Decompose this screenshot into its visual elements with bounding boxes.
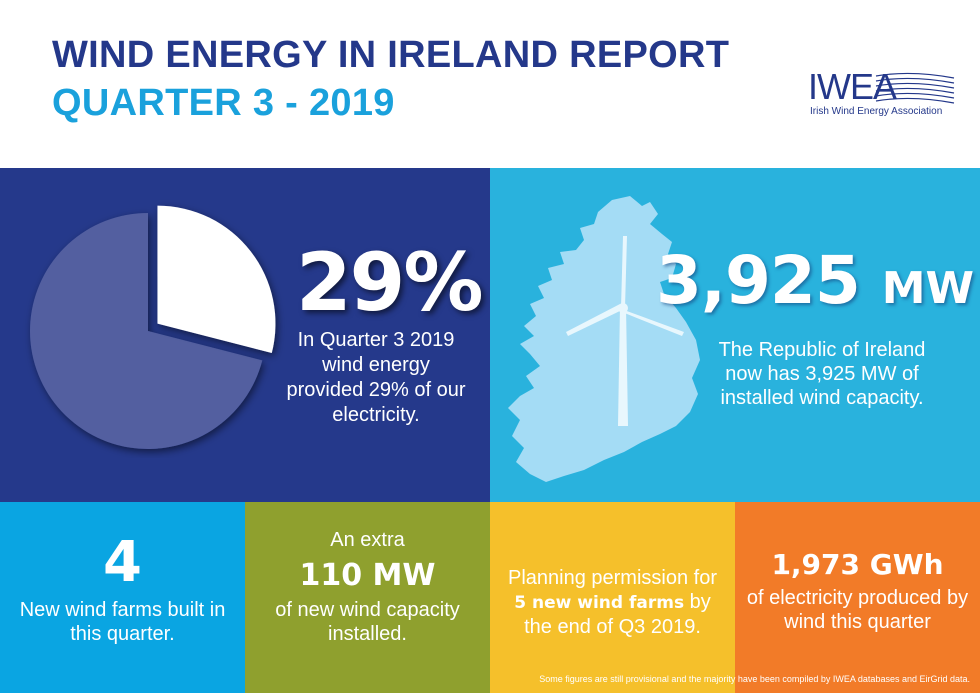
pie-slice-wind — [157, 205, 276, 353]
report-subtitle: QUARTER 3 - 2019 — [52, 82, 395, 124]
generation-value: 1,973 GWh — [771, 548, 944, 581]
footnote: Some figures are still provisional and t… — [539, 674, 970, 684]
iwea-logo: IWEA Irish Wind Energy Association — [808, 64, 958, 124]
capacity-added-panel — [245, 502, 490, 693]
farms-built-panel — [0, 502, 245, 693]
report-title: WIND ENERGY IN IRELAND REPORT — [52, 34, 730, 76]
farms-built-value: 4 — [103, 530, 142, 595]
capacity-value: 3,925 MW — [656, 242, 974, 319]
capacity-added-prefix: An extra — [330, 529, 405, 551]
wind-share-value: 29% — [296, 236, 483, 329]
planning-panel — [490, 502, 735, 693]
wind-share-description: In Quarter 3 2019 wind energy provided 2… — [286, 329, 466, 426]
logo-subtitle: Irish Wind Energy Association — [810, 106, 943, 117]
farms-built-text: New wind farms built in this quarter. — [19, 599, 226, 645]
capacity-added-value: 110 MW — [299, 558, 436, 593]
generation-panel — [735, 502, 980, 693]
planning-text-before: Planning permission for — [508, 567, 717, 589]
wind-waves-icon — [875, 72, 955, 104]
ireland-map-icon — [508, 196, 700, 482]
wind-share-pie-chart — [30, 205, 276, 449]
pie-slice-other — [30, 213, 263, 449]
capacity-description: The Republic of Ireland now has 3,925 MW… — [718, 339, 926, 409]
planning-text: Planning permission for 5 new wind farms… — [500, 566, 725, 639]
planning-text-bold: 5 new wind farms — [514, 593, 685, 613]
wind-turbine-icon — [566, 236, 684, 426]
capacity-unit: MW — [881, 263, 975, 314]
planning-text-after: by the end of Q3 2019. — [524, 591, 711, 638]
capacity-number: 3,925 — [656, 242, 861, 319]
capacity-added-text: of new wind capacity installed. — [275, 599, 460, 645]
report-header: WIND ENERGY IN IRELAND REPORT QUARTER 3 … — [0, 0, 980, 168]
generation-text: of electricity produced by wind this qua… — [746, 587, 969, 633]
